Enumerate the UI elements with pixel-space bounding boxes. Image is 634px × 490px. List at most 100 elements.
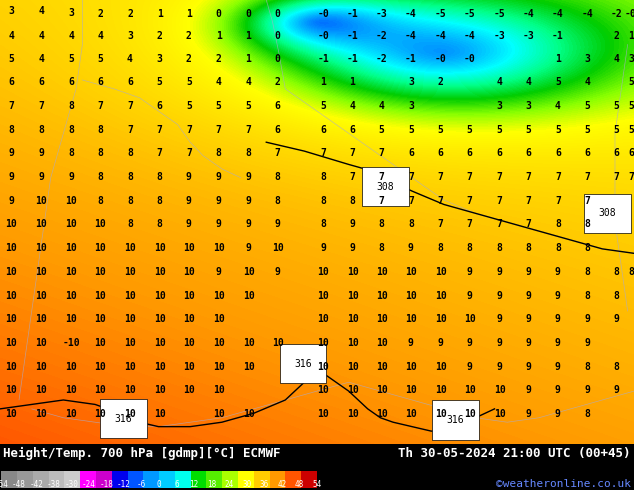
Text: 8: 8 (157, 172, 163, 182)
Text: 9: 9 (216, 172, 222, 182)
Text: 8: 8 (127, 196, 133, 206)
Text: 7: 7 (186, 148, 192, 158)
Text: 308: 308 (598, 208, 616, 219)
Text: 5: 5 (8, 54, 15, 64)
Text: 7: 7 (584, 196, 590, 206)
Text: 3: 3 (496, 101, 503, 111)
Text: 6: 6 (496, 148, 503, 158)
Text: 10: 10 (94, 362, 106, 371)
Text: -4: -4 (435, 30, 446, 41)
Text: -3: -3 (494, 30, 505, 41)
Text: 7: 7 (555, 172, 561, 182)
Text: 10: 10 (405, 385, 417, 395)
Text: 10: 10 (435, 409, 446, 419)
Text: 7: 7 (628, 172, 634, 182)
Text: -48: -48 (12, 480, 26, 489)
Text: 10: 10 (124, 243, 136, 253)
FancyBboxPatch shape (49, 471, 65, 488)
Text: 10: 10 (213, 338, 224, 348)
Text: 1: 1 (216, 30, 222, 41)
FancyBboxPatch shape (191, 471, 207, 488)
Text: 7: 7 (378, 148, 385, 158)
FancyBboxPatch shape (33, 471, 49, 488)
Text: 3: 3 (584, 54, 590, 64)
FancyBboxPatch shape (285, 471, 301, 488)
Text: 10: 10 (65, 385, 77, 395)
Text: 1: 1 (349, 77, 356, 87)
Text: 7: 7 (216, 125, 222, 135)
Text: 10: 10 (347, 338, 358, 348)
Text: 7: 7 (496, 172, 503, 182)
Text: 10: 10 (405, 409, 417, 419)
Text: 4: 4 (68, 30, 74, 41)
FancyBboxPatch shape (127, 471, 143, 488)
Text: 10: 10 (36, 385, 47, 395)
Text: 10: 10 (36, 220, 47, 229)
Text: 9: 9 (245, 243, 252, 253)
Text: 10: 10 (376, 362, 387, 371)
Text: 10: 10 (124, 338, 136, 348)
Text: 0: 0 (275, 54, 281, 64)
Text: 8: 8 (127, 148, 133, 158)
Text: 10: 10 (183, 362, 195, 371)
Text: 9: 9 (38, 172, 44, 182)
Text: 10: 10 (213, 409, 224, 419)
FancyBboxPatch shape (143, 471, 159, 488)
Text: 9: 9 (555, 338, 561, 348)
Text: 10: 10 (124, 291, 136, 300)
Text: 8: 8 (320, 172, 327, 182)
Text: 10: 10 (243, 291, 254, 300)
Text: 3: 3 (526, 101, 532, 111)
Text: 10: 10 (124, 409, 136, 419)
FancyBboxPatch shape (96, 471, 112, 488)
Text: 10: 10 (494, 385, 505, 395)
Text: 5: 5 (467, 125, 473, 135)
Text: -0: -0 (318, 9, 329, 19)
Text: 9: 9 (526, 362, 532, 371)
Text: 8: 8 (408, 220, 414, 229)
Text: 8: 8 (613, 291, 619, 300)
Text: 1: 1 (186, 9, 192, 19)
Text: 6: 6 (127, 77, 133, 87)
Text: 10: 10 (376, 409, 387, 419)
Text: 5: 5 (555, 125, 561, 135)
Text: 10: 10 (94, 314, 106, 324)
Text: 9: 9 (349, 243, 356, 253)
Text: 10: 10 (154, 267, 165, 277)
Text: 9: 9 (467, 291, 473, 300)
Text: 10: 10 (154, 243, 165, 253)
Text: 5: 5 (245, 101, 252, 111)
Text: 10: 10 (6, 267, 17, 277)
Text: 9: 9 (320, 243, 327, 253)
Text: 7: 7 (555, 196, 561, 206)
Text: 10: 10 (94, 338, 106, 348)
Text: 10: 10 (183, 291, 195, 300)
Text: 8: 8 (157, 196, 163, 206)
Text: 9: 9 (526, 385, 532, 395)
Text: 5: 5 (584, 101, 590, 111)
Text: 10: 10 (435, 362, 446, 371)
Text: 9: 9 (245, 172, 252, 182)
Text: 1: 1 (555, 54, 561, 64)
Text: 2: 2 (216, 54, 222, 64)
Text: -3: -3 (376, 9, 387, 19)
Text: 10: 10 (154, 409, 165, 419)
Text: 4: 4 (8, 30, 15, 41)
Text: 10: 10 (183, 385, 195, 395)
Text: 8: 8 (68, 125, 74, 135)
Text: -4: -4 (405, 9, 417, 19)
Text: 10: 10 (405, 314, 417, 324)
Text: 10: 10 (243, 409, 254, 419)
Text: 10: 10 (318, 267, 329, 277)
Text: 7: 7 (320, 148, 327, 158)
Text: 9: 9 (245, 196, 252, 206)
Text: 7: 7 (496, 220, 503, 229)
Text: 8: 8 (320, 220, 327, 229)
Text: 30: 30 (242, 480, 252, 489)
Text: 10: 10 (124, 362, 136, 371)
Text: 7: 7 (437, 196, 444, 206)
Text: 10: 10 (435, 314, 446, 324)
Text: 8: 8 (437, 243, 444, 253)
Text: 7: 7 (613, 172, 619, 182)
Text: 10: 10 (65, 243, 77, 253)
